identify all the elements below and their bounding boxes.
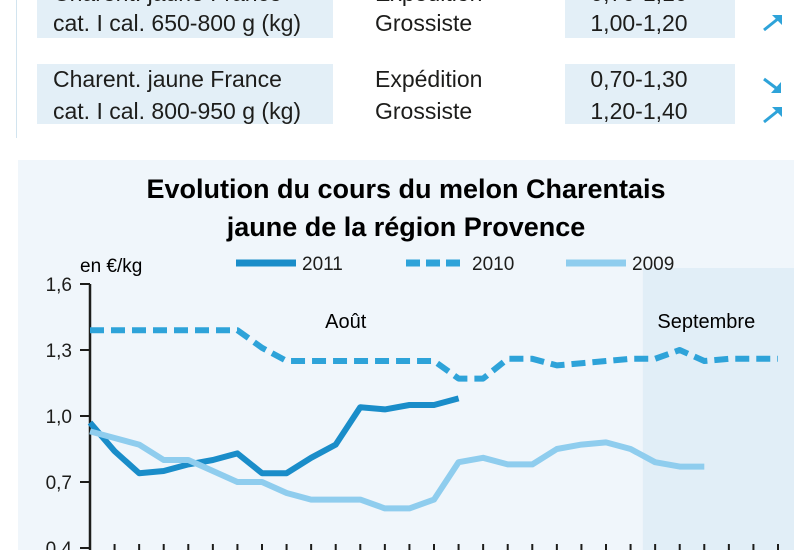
price-range: 0,70-1,10: [579, 0, 699, 8]
y-tick-label: 1,3: [46, 341, 72, 362]
product-name: Charent. jaune France: [53, 66, 282, 92]
price-cell-background: [565, 64, 735, 124]
series-2011-line: [87, 395, 460, 477]
y-tick-label: 0,7: [46, 473, 72, 494]
period-label-aout: Août: [325, 311, 367, 333]
price-table: Charent. jaune France cat. I cal. 650-80…: [16, 0, 800, 138]
chart-panel: Evolution du cours du melon Charentais j…: [18, 160, 794, 550]
chart-title: Evolution du cours du melon Charentais: [146, 174, 665, 204]
product-name: Charent. jaune France: [53, 0, 282, 8]
trend-up-arrow-icon: [763, 15, 782, 32]
period-label-septembre: Septembre: [657, 311, 755, 333]
market-type: Expédition: [375, 0, 482, 8]
price-range: 1,20-1,40: [590, 98, 688, 124]
legend-label-2011: 2011: [302, 254, 343, 275]
market-type: Grossiste: [375, 98, 473, 124]
series-2009-line: [89, 428, 705, 512]
product-category: cat. I cal. 800-950 g (kg): [53, 98, 302, 124]
series-2010-line: [90, 327, 778, 382]
chart-title: jaune de la région Provence: [226, 212, 586, 242]
price-range: 0,70-1,30: [590, 66, 688, 92]
market-type: Expédition: [375, 66, 483, 92]
y-axis-label: en €/kg: [80, 256, 142, 277]
y-tick-label: 1,0: [46, 407, 72, 428]
y-tick-label: 1,6: [46, 275, 72, 296]
trend-up-arrow-icon: [763, 107, 782, 124]
series-layer: [87, 327, 778, 512]
price-evolution-chart: Evolution du cours du melon Charentais j…: [46, 174, 794, 550]
product-category: cat. I cal. 650-800 g (kg): [53, 10, 302, 36]
product-cell-background: [37, 64, 333, 124]
table-row: Charent. jaune France cat. I cal. 650-80…: [37, 0, 800, 38]
price-range: 1,00-1,20: [590, 10, 688, 36]
y-tick-label: 0,4: [46, 539, 73, 550]
legend: 2011 2010 2009: [236, 254, 674, 275]
table-row: Charent. jaune France cat. I cal. 800-95…: [37, 64, 800, 124]
price-cell-background: [565, 0, 735, 38]
product-cell-background: [37, 0, 333, 38]
september-band: [642, 268, 794, 550]
legend-label-2010: 2010: [472, 254, 514, 275]
legend-label-2009: 2009: [632, 254, 674, 275]
market-type: Grossiste: [375, 10, 473, 36]
trend-down-arrow-icon: [763, 77, 781, 93]
